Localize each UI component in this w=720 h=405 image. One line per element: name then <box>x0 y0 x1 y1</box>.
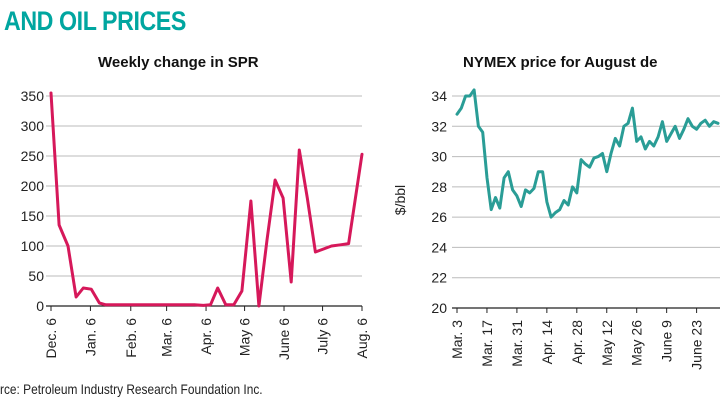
nymex-x-tick-label: Apr. 28 <box>569 320 585 365</box>
nymex-x-tick-label: Mar. 31 <box>509 320 525 367</box>
nymex-x-tick-label: Apr. 14 <box>539 320 555 365</box>
spr-chart: 350 300 250 200 150 100 50 0 Dec. 6 Jan. 6 Feb. 6 M… <box>21 88 370 360</box>
spr-chart-title: Weekly change in SPR <box>98 54 259 71</box>
nymex-x-tick-label: June 23 <box>689 320 705 370</box>
spr-x-tick-label: June 6 <box>276 318 292 360</box>
spr-y-tick-label: 300 <box>21 118 45 134</box>
nymex-x-tick-label: Mar. 17 <box>479 320 495 367</box>
spr-y-tick-label: 250 <box>21 148 45 164</box>
nymex-chart-title: NYMEX price for August de <box>463 54 658 71</box>
spr-x-tick-label: Dec. 6 <box>43 318 59 359</box>
nymex-y-tick-label: 28 <box>431 179 447 195</box>
nymex-y-tick-label: 24 <box>431 239 447 255</box>
nymex-y-tick-label: 20 <box>431 300 447 316</box>
spr-x-tick-label: Aug. 6 <box>354 318 370 359</box>
nymex-y-tick-label: 32 <box>431 118 447 134</box>
spr-y-tick-label: 50 <box>28 268 44 284</box>
spr-y-tick-label: 350 <box>21 88 45 104</box>
spr-x-tick-label: Mar. 6 <box>159 318 175 357</box>
spr-y-tick-label: 150 <box>21 208 45 224</box>
source-note: rce: Petroleum Industry Research Foundat… <box>0 381 263 397</box>
nymex-y-tick-label: 22 <box>431 270 447 286</box>
spr-x-tick-label: Feb. 6 <box>123 318 139 358</box>
nymex-x-tick-label: June 9 <box>659 320 675 362</box>
spr-x-tick-label: Apr. 6 <box>198 318 214 355</box>
spr-x-tick-label: July 6 <box>315 318 331 355</box>
spr-x-tick-label: May 6 <box>237 318 253 356</box>
nymex-y-tick-label: 34 <box>431 88 447 104</box>
spr-y-tick-label: 200 <box>21 178 45 194</box>
nymex-x-tick-label: May 26 <box>629 320 645 366</box>
spr-y-tick-label: 0 <box>36 298 44 314</box>
spr-x-tick-label: Jan. 6 <box>82 318 98 356</box>
spr-y-tick-label: 100 <box>21 238 45 254</box>
page-title: AND OIL PRICES <box>4 6 186 36</box>
nymex-series-line <box>455 88 720 219</box>
nymex-y-axis-label: $/bbl <box>392 185 408 215</box>
nymex-x-tick-label: May 12 <box>599 320 615 366</box>
nymex-x-tick-label: Mar. 3 <box>449 320 465 359</box>
nymex-y-tick-label: 30 <box>431 149 447 165</box>
spr-series-line <box>49 91 364 308</box>
nymex-y-tick-label: 26 <box>431 209 447 225</box>
